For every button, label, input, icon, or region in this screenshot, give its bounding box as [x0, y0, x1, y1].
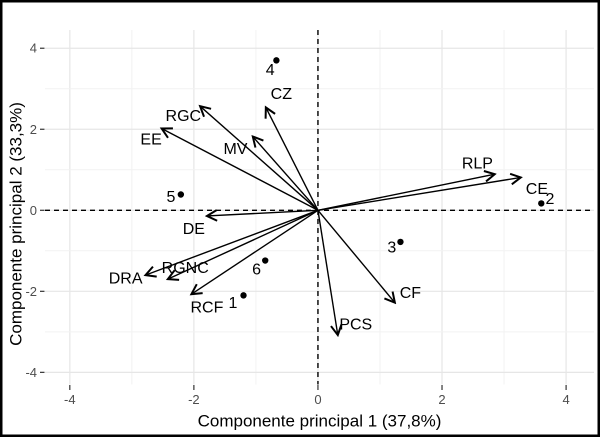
point-dot-2 [538, 200, 545, 207]
vector-label-DRA: DRA [109, 271, 143, 288]
vector-arrow-DE [207, 210, 318, 216]
vector-label-RLP: RLP [462, 156, 493, 173]
x-tick-label-4: 4 [562, 392, 569, 407]
point-label-3: 3 [387, 239, 396, 256]
y-tick-label-4: 4 [30, 41, 37, 56]
point-label-1: 1 [229, 295, 238, 312]
y-tick-label--2: -2 [25, 284, 37, 299]
vector-label-RCF: RCF [190, 299, 223, 316]
point-label-4: 4 [266, 62, 275, 79]
vector-label-DE: DE [183, 221, 205, 238]
vector-label-PCS: PCS [339, 316, 372, 333]
vector-label-EE: EE [140, 131, 161, 148]
vector-arrow-CZ [266, 107, 319, 211]
point-dot-6 [262, 257, 269, 264]
vector-arrow-RLP [317, 174, 495, 211]
x-tick-label--4: -4 [64, 392, 76, 407]
vector-label-RGC: RGC [166, 108, 202, 125]
vector-arrow-EE [162, 128, 319, 211]
x-tick-label--2: -2 [188, 392, 200, 407]
x-tick-label-2: 2 [438, 392, 445, 407]
vector-arrow-RGNC [168, 209, 319, 279]
vector-label-CZ: CZ [271, 86, 293, 103]
y-axis-title: Componente principal 2 (33,3%) [7, 102, 26, 346]
vector-arrow-DRA [145, 209, 319, 275]
point-label-6: 6 [252, 262, 261, 279]
point-label-5: 5 [166, 189, 175, 206]
vector-label-RGNC: RGNC [162, 260, 209, 277]
vector-arrow-CF [317, 209, 395, 302]
vector-arrow-RCF [191, 209, 319, 294]
y-tick-label-0: 0 [30, 203, 37, 218]
vector-arrow-MV [253, 137, 319, 211]
y-tick-label-2: 2 [30, 122, 37, 137]
vector-label-CE: CE [526, 181, 548, 198]
point-label-2: 2 [546, 191, 555, 208]
point-dot-1 [240, 292, 247, 299]
vector-arrow-RGC [200, 106, 319, 211]
vector-arrow-PCS [317, 210, 338, 335]
x-axis-title: Componente principal 1 (37,8%) [198, 412, 442, 431]
vector-label-CF: CF [400, 285, 422, 302]
vector-label-MV: MV [223, 141, 247, 158]
point-dot-4 [273, 57, 280, 64]
point-dot-3 [397, 238, 404, 246]
point-dot-5 [177, 191, 185, 198]
vector-arrow-CE [317, 177, 521, 211]
x-tick-label-0: 0 [314, 392, 321, 407]
y-tick-label--4: -4 [25, 365, 37, 380]
